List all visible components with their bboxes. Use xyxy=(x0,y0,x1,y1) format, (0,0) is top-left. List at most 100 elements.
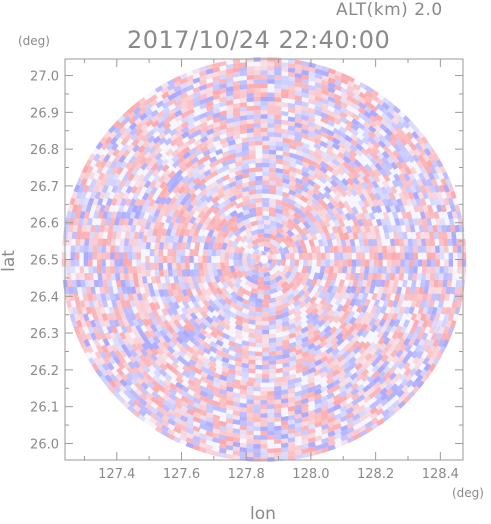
radar-gate xyxy=(262,369,270,374)
radar-gate xyxy=(171,255,177,263)
radar-gate xyxy=(75,273,81,281)
radar-gate xyxy=(358,414,367,423)
radar-gate xyxy=(373,225,380,233)
radar-gate xyxy=(382,336,391,346)
radar-gate xyxy=(161,91,170,100)
radar-gate xyxy=(275,199,284,206)
radar-gate xyxy=(178,191,187,200)
radar-gate xyxy=(136,259,141,267)
radar-gate xyxy=(319,176,328,184)
radar-gate xyxy=(124,211,132,220)
radar-gate xyxy=(88,238,94,246)
radar-gate xyxy=(393,231,399,240)
radar-gate xyxy=(380,293,387,302)
radar-gate xyxy=(226,230,235,239)
radar-gate xyxy=(182,209,190,218)
radar-gate xyxy=(331,358,340,367)
radar-gate xyxy=(120,325,128,334)
radar-gate xyxy=(110,197,118,207)
radar-gate xyxy=(180,121,190,129)
radar-gate xyxy=(105,245,111,253)
radar-gate xyxy=(151,341,160,350)
radar-gate xyxy=(145,204,153,214)
radar-gate xyxy=(421,159,429,169)
radar-gate xyxy=(146,342,155,351)
radar-gate xyxy=(274,101,282,107)
radar-gate xyxy=(301,161,310,169)
radar-gate xyxy=(138,279,144,288)
radar-gate xyxy=(212,428,221,435)
radar-gate xyxy=(307,377,316,384)
radar-gate xyxy=(193,382,202,390)
radar-gate xyxy=(305,232,313,241)
radar-gate xyxy=(135,185,143,195)
radar-gate xyxy=(325,144,335,152)
radar-gate xyxy=(143,151,152,160)
radar-gate xyxy=(260,114,268,119)
radar-gate xyxy=(347,259,352,267)
radar-gate xyxy=(239,389,248,395)
radar-gate xyxy=(417,204,425,213)
radar-gate xyxy=(239,111,248,117)
radar-gate xyxy=(69,217,75,226)
radar-gate xyxy=(205,73,214,80)
radar-gate xyxy=(311,198,320,207)
radar-gate xyxy=(344,140,353,148)
radar-gate xyxy=(219,137,228,145)
radar-gate xyxy=(386,106,396,115)
radar-gate xyxy=(239,128,248,135)
radar-gate xyxy=(426,259,432,267)
radar-gate xyxy=(279,270,287,279)
radar-gate xyxy=(134,122,143,131)
radar-gate xyxy=(235,216,244,224)
radar-gate xyxy=(198,332,207,341)
radar-gate xyxy=(229,209,238,218)
radar-gate xyxy=(301,420,309,427)
radar-gate xyxy=(82,217,89,226)
radar-gate xyxy=(143,359,152,368)
radar-gate xyxy=(250,259,257,267)
radar-gate xyxy=(341,178,350,187)
radar-gate xyxy=(106,197,113,206)
radar-gate xyxy=(81,165,89,174)
radar-gate xyxy=(212,372,221,379)
radar-gate xyxy=(419,211,426,220)
radar-gate xyxy=(218,212,227,221)
radar-gate xyxy=(260,431,268,436)
radar-gate xyxy=(170,361,179,370)
radar-gate xyxy=(161,228,168,237)
radar-gate xyxy=(433,231,439,240)
radar-gate xyxy=(268,351,277,357)
radar-gate xyxy=(399,167,407,176)
radar-gate xyxy=(374,119,383,127)
radar-gate xyxy=(392,299,399,308)
radar-gate xyxy=(167,262,173,270)
radar-gate xyxy=(225,77,234,83)
radar-gate xyxy=(120,299,127,308)
radar-gate xyxy=(308,149,317,157)
radar-gate xyxy=(170,336,179,345)
radar-gate xyxy=(426,306,434,315)
radar-gate xyxy=(66,300,72,308)
radar-gate xyxy=(137,336,145,346)
radar-gate xyxy=(227,373,236,380)
radar-gate xyxy=(406,179,414,188)
radar-gate xyxy=(92,252,97,260)
radar-gate xyxy=(118,120,126,129)
radar-gate xyxy=(149,157,158,166)
radar-gate xyxy=(97,325,104,335)
radar-gate xyxy=(85,286,92,295)
x-tick-label: 127.4 xyxy=(98,467,135,482)
radar-gate xyxy=(375,324,383,333)
y-axis-unit: (deg) xyxy=(18,34,50,48)
radar-gate xyxy=(390,245,396,253)
radar-gate xyxy=(268,320,277,326)
radar-gate xyxy=(301,147,310,155)
radar-gate xyxy=(122,115,131,124)
radar-gate xyxy=(225,431,234,438)
radar-gate xyxy=(114,266,120,274)
radar-gate xyxy=(300,384,309,391)
radar-gate xyxy=(174,401,183,410)
radar-gate xyxy=(216,187,225,195)
radar-gate xyxy=(245,236,254,244)
